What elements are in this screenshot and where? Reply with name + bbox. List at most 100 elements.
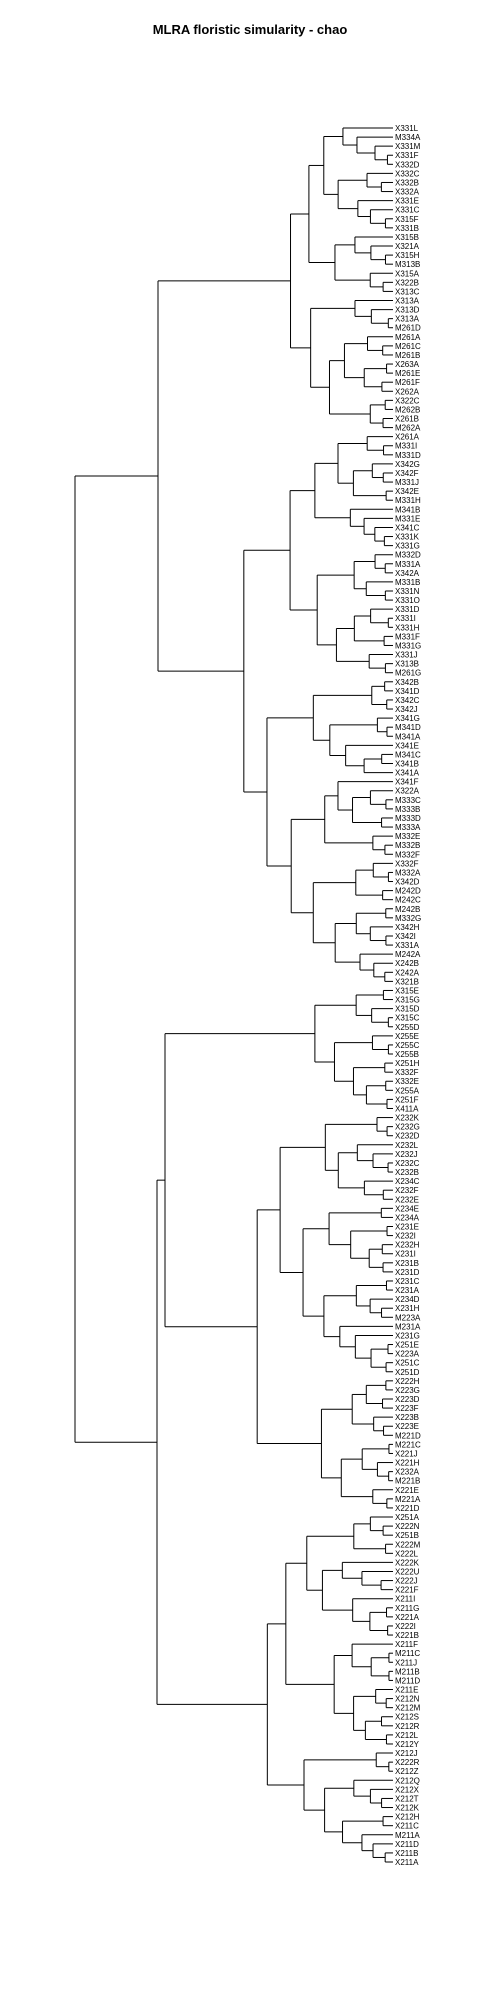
leaf-label: X342D (395, 878, 420, 887)
leaf-label: X232L (395, 1141, 419, 1150)
leaf-label: X341F (395, 778, 419, 787)
leaf-label: M331A (395, 560, 421, 569)
leaf-label: X223E (395, 1422, 419, 1431)
leaf-label: M221C (395, 1440, 421, 1449)
leaf-label: X331J (395, 651, 418, 660)
leaf-label: X234C (395, 1177, 420, 1186)
leaf-label: X331K (395, 533, 420, 542)
leaf-label: X322C (395, 396, 420, 405)
leaf-label: X341G (395, 714, 420, 723)
leaf-label: M211A (395, 1831, 420, 1840)
leaf-label: X331G (395, 542, 420, 551)
leaf-label: X255B (395, 1050, 419, 1059)
leaf-label: M221B (395, 1477, 420, 1486)
leaf-label: X332B (395, 178, 419, 187)
leaf-label: X212H (395, 1813, 420, 1822)
leaf-label: M211C (395, 1649, 420, 1658)
leaf-label: M332E (395, 832, 420, 841)
leaf-label: X234A (395, 1213, 420, 1222)
leaf-label: X322B (395, 278, 419, 287)
leaf-label: X232D (395, 1132, 420, 1141)
leaf-label: X342E (395, 487, 419, 496)
leaf-label: X262A (395, 387, 420, 396)
leaf-label: X315B (395, 233, 419, 242)
leaf-label: X221A (395, 1613, 420, 1622)
leaf-label: X331H (395, 623, 420, 632)
leaf-label: M242A (395, 950, 421, 959)
leaf-label: X232C (395, 1159, 420, 1168)
leaf-label: X332F (395, 1068, 419, 1077)
dendrogram-branches (74, 127, 393, 1863)
leaf-label: M223A (395, 1313, 421, 1322)
leaf-label: X211C (395, 1822, 419, 1831)
leaf-label: M334A (395, 133, 421, 142)
leaf-label: X341B (395, 759, 419, 768)
leaf-label: X232B (395, 1168, 419, 1177)
leaf-label: X342A (395, 569, 420, 578)
leaf-label: X222K (395, 1558, 420, 1567)
leaf-label: X315E (395, 986, 419, 995)
leaf-label: M313B (395, 260, 420, 269)
leaf-label: X231H (395, 1304, 420, 1313)
leaf-label: M221A (395, 1495, 421, 1504)
leaf-label: M261B (395, 351, 420, 360)
leaf-label: X341D (395, 687, 420, 696)
leaf-label: X331E (395, 197, 419, 206)
leaf-label: X221E (395, 1486, 419, 1495)
leaf-label: X231D (395, 1268, 420, 1277)
leaf-label: X342F (395, 469, 419, 478)
leaf-label: X222R (395, 1758, 420, 1767)
leaf-label: M331B (395, 578, 420, 587)
leaf-label: M262A (395, 424, 421, 433)
leaf-label: X342G (395, 460, 420, 469)
leaf-label: X223G (395, 1386, 420, 1395)
leaf-label: M211D (395, 1676, 420, 1685)
leaf-label: X331A (395, 941, 420, 950)
leaf-label: M331F (395, 632, 420, 641)
chart-title: MLRA floristic simularity - chao (153, 22, 348, 37)
leaf-label: M261A (395, 333, 421, 342)
leaf-label: X212S (395, 1713, 419, 1722)
leaf-label: X222I (395, 1622, 416, 1631)
leaf-label: X232E (395, 1195, 419, 1204)
leaf-label: X315H (395, 251, 420, 260)
leaf-label: X313C (395, 287, 420, 296)
leaf-label: X315C (395, 1014, 420, 1023)
leaf-label: X232A (395, 1468, 420, 1477)
leaf-label: M341D (395, 723, 421, 732)
leaf-label: X321B (395, 977, 419, 986)
leaf-label: X231I (395, 1250, 416, 1259)
leaf-label: X251D (395, 1368, 420, 1377)
leaf-label: X212Q (395, 1776, 420, 1785)
leaf-label: X332A (395, 188, 420, 197)
leaf-label: X212J (395, 1749, 418, 1758)
leaf-label: X251F (395, 1095, 419, 1104)
leaf-label: X231B (395, 1259, 419, 1268)
leaf-label: X231C (395, 1277, 420, 1286)
leaf-label: M261F (395, 378, 420, 387)
leaf-label: X221B (395, 1631, 419, 1640)
leaf-label: X251B (395, 1531, 419, 1540)
leaf-label: X223F (395, 1404, 419, 1413)
leaf-label: X242A (395, 968, 420, 977)
leaf-label: X212X (395, 1785, 420, 1794)
leaf-label: M242B (395, 905, 420, 914)
leaf-label: X313D (395, 306, 420, 315)
leaf-label: X342J (395, 705, 418, 714)
leaf-label: X261A (395, 433, 420, 442)
leaf-label: X212K (395, 1804, 420, 1813)
leaf-label: X221J (395, 1449, 418, 1458)
leaf-label: X212M (395, 1704, 421, 1713)
leaf-label: X341C (395, 523, 420, 532)
leaf-label: X331D (395, 605, 420, 614)
leaf-label: X255E (395, 1032, 419, 1041)
leaf-label: M331I (395, 442, 417, 451)
leaf-label: M261G (395, 669, 421, 678)
leaf-label: M221D (395, 1431, 421, 1440)
leaf-label: X315D (395, 1005, 420, 1014)
leaf-label: X211G (395, 1604, 419, 1613)
leaf-label: X313A (395, 296, 420, 305)
leaf-label: X232J (395, 1150, 418, 1159)
leaf-label: X331O (395, 596, 420, 605)
leaf-label: X222N (395, 1522, 420, 1531)
